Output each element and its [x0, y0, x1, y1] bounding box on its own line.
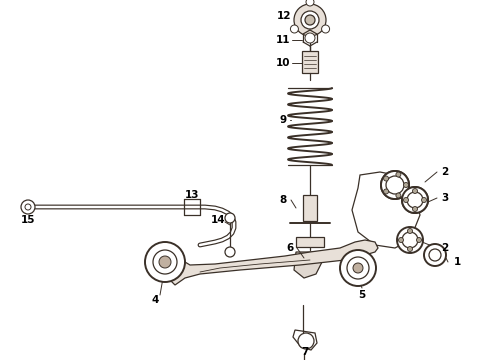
Polygon shape	[294, 252, 322, 278]
Circle shape	[386, 176, 404, 194]
Polygon shape	[352, 172, 420, 248]
Circle shape	[381, 171, 409, 199]
Circle shape	[413, 189, 417, 194]
Circle shape	[413, 207, 417, 212]
Circle shape	[408, 229, 413, 234]
Circle shape	[384, 176, 389, 181]
Circle shape	[21, 200, 35, 214]
Circle shape	[397, 227, 423, 253]
Text: 14: 14	[211, 215, 225, 225]
Circle shape	[416, 238, 421, 243]
Circle shape	[396, 172, 401, 177]
Circle shape	[403, 198, 409, 202]
Circle shape	[402, 187, 428, 213]
Circle shape	[408, 247, 413, 252]
Circle shape	[424, 244, 446, 266]
Text: 7: 7	[301, 347, 309, 357]
Text: 3: 3	[441, 193, 449, 203]
Text: 4: 4	[151, 295, 159, 305]
Bar	[302, 51, 318, 73]
Circle shape	[403, 183, 409, 188]
Text: 2: 2	[441, 243, 449, 253]
Circle shape	[412, 197, 418, 203]
Circle shape	[381, 171, 409, 199]
Circle shape	[153, 250, 177, 274]
Text: 5: 5	[358, 290, 366, 300]
Text: 12: 12	[277, 11, 291, 21]
Circle shape	[402, 187, 428, 213]
Circle shape	[225, 213, 235, 223]
Text: 11: 11	[276, 35, 290, 45]
Circle shape	[145, 242, 185, 282]
Circle shape	[305, 15, 315, 25]
Circle shape	[321, 25, 330, 33]
Text: 8: 8	[279, 195, 287, 205]
Circle shape	[159, 256, 171, 268]
Circle shape	[305, 33, 315, 43]
Circle shape	[225, 247, 235, 257]
Text: 6: 6	[286, 243, 294, 253]
Circle shape	[421, 198, 426, 202]
Circle shape	[398, 238, 403, 243]
Circle shape	[396, 193, 401, 198]
Circle shape	[402, 232, 418, 248]
Circle shape	[347, 257, 369, 279]
Text: 13: 13	[185, 190, 199, 200]
Circle shape	[429, 249, 441, 261]
Circle shape	[294, 4, 326, 36]
Circle shape	[298, 333, 314, 349]
Circle shape	[291, 25, 298, 33]
Circle shape	[301, 11, 319, 29]
Text: 15: 15	[21, 215, 35, 225]
Circle shape	[353, 263, 363, 273]
Polygon shape	[293, 330, 317, 350]
Circle shape	[386, 176, 404, 194]
Circle shape	[306, 0, 314, 6]
Circle shape	[25, 204, 31, 210]
Polygon shape	[158, 240, 378, 285]
Circle shape	[384, 189, 389, 194]
Text: 1: 1	[453, 257, 461, 267]
Bar	[303, 195, 317, 221]
Bar	[296, 237, 324, 247]
Circle shape	[391, 181, 399, 189]
Circle shape	[407, 192, 423, 208]
Text: 9: 9	[279, 115, 287, 125]
Text: 10: 10	[276, 58, 290, 68]
Circle shape	[340, 250, 376, 286]
Circle shape	[407, 192, 423, 208]
Text: 2: 2	[441, 167, 449, 177]
